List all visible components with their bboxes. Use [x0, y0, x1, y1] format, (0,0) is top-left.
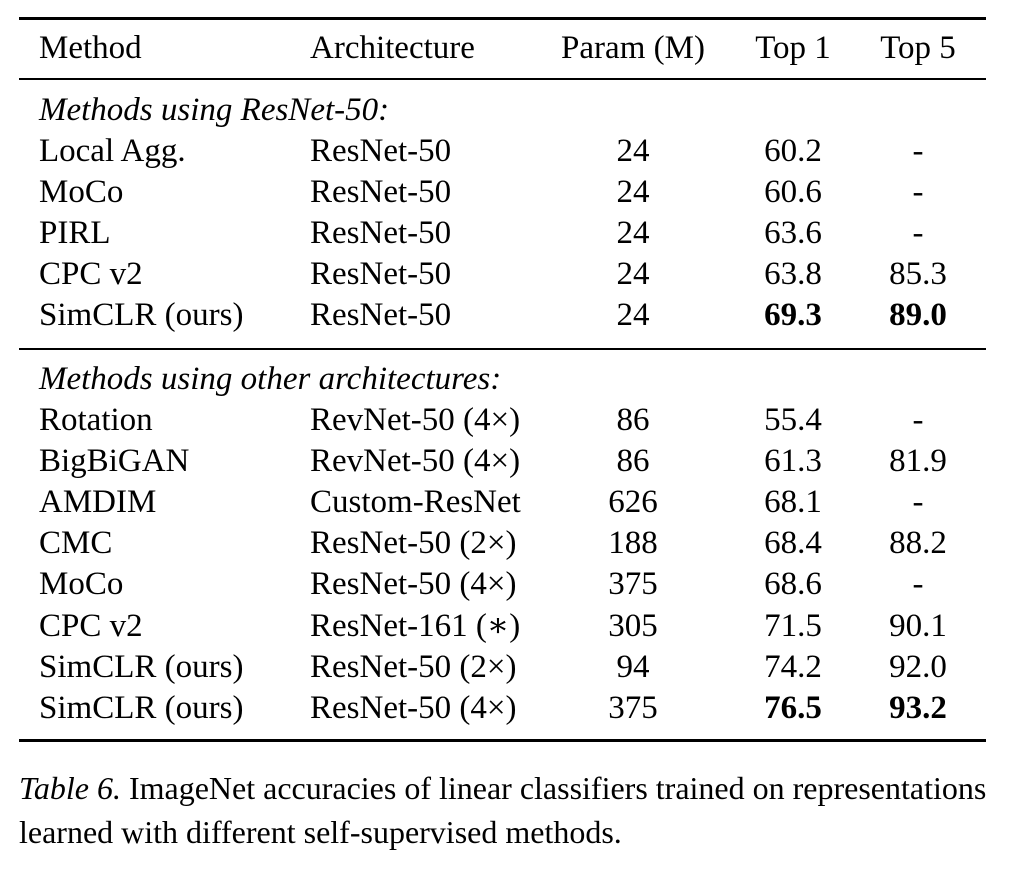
cell-architecture: ResNet-50 (2×) [310, 648, 517, 685]
cell-architecture: ResNet-50 [310, 133, 452, 169]
cell-method: SimCLR (ours) [39, 297, 244, 334]
cell-architecture: RevNet-50 (4×) [310, 443, 521, 480]
header-top5: Top 5 [880, 30, 956, 66]
cell-method: SimCLR (ours) [39, 648, 244, 685]
cell-top1: 69.3 [764, 297, 822, 334]
cell-method: MoCo [39, 174, 124, 211]
cell-method: AMDIM [39, 484, 157, 521]
cell-method: Local Agg. [39, 133, 186, 169]
cell-top1: 60.6 [764, 174, 822, 211]
cell-top5: 88.2 [889, 525, 947, 562]
cell-method: SimCLR (ours) [39, 689, 244, 726]
cell-param: 24 [616, 174, 650, 211]
cell-top5: - [912, 402, 924, 438]
bottom-rule [19, 739, 986, 742]
cell-top5: - [912, 566, 924, 603]
caption-label: Table 6. [19, 770, 121, 806]
cell-top5: - [912, 174, 924, 211]
cell-param: 86 [616, 443, 650, 480]
cell-architecture: ResNet-50 [310, 256, 452, 293]
cell-top5: 92.0 [889, 648, 947, 685]
cell-top1: 68.1 [764, 484, 822, 521]
cell-method: CPC v2 [39, 607, 143, 644]
cell-top1: 60.2 [764, 133, 822, 169]
cell-method: MoCo [39, 566, 124, 603]
cell-param: 86 [616, 402, 650, 438]
cell-top1: 74.2 [764, 648, 822, 685]
cell-architecture: ResNet-50 [310, 215, 452, 252]
top-rule [19, 17, 986, 20]
header-method: Method [39, 30, 142, 66]
section-divider [19, 348, 986, 350]
section-title: Methods using ResNet-50: [39, 92, 390, 128]
cell-architecture: RevNet-50 (4×) [310, 402, 521, 438]
cell-top5: 89.0 [889, 297, 947, 334]
cell-top1: 61.3 [764, 443, 822, 480]
cell-top1: 55.4 [764, 402, 822, 438]
table-caption: Table 6. ImageNet accuracies of linear c… [19, 766, 991, 854]
section-title: Methods using other architectures: [39, 361, 502, 397]
cell-param: 24 [616, 215, 650, 252]
header-param: Param (M) [561, 30, 705, 66]
cell-top5: - [912, 484, 924, 521]
cell-top5: 81.9 [889, 443, 947, 480]
cell-param: 94 [616, 648, 650, 685]
cell-method: CMC [39, 525, 113, 562]
cell-architecture: ResNet-50 (2×) [310, 525, 517, 562]
cell-param: 24 [616, 297, 650, 334]
cell-top5: 93.2 [889, 689, 947, 726]
cell-method: Rotation [39, 402, 153, 438]
cell-param: 24 [616, 133, 650, 169]
cell-method: CPC v2 [39, 256, 143, 293]
cell-param: 375 [608, 566, 658, 603]
cell-top1: 63.8 [764, 256, 822, 293]
header-top1: Top 1 [755, 30, 831, 66]
cell-method: PIRL [39, 215, 111, 252]
cell-top5: - [912, 133, 924, 169]
cell-top1: 71.5 [764, 607, 822, 644]
cell-param: 305 [608, 607, 658, 644]
caption-text: ImageNet accuracies of linear classifier… [19, 770, 987, 850]
cell-param: 375 [608, 689, 658, 726]
cell-top5: - [912, 215, 924, 252]
cell-architecture: ResNet-50 [310, 174, 452, 211]
cell-top1: 63.6 [764, 215, 822, 252]
cell-architecture: Custom-ResNet [310, 484, 521, 521]
cell-param: 626 [608, 484, 658, 521]
cell-top5: 85.3 [889, 256, 947, 293]
cell-architecture: ResNet-50 (4×) [310, 566, 517, 603]
cell-top5: 90.1 [889, 607, 947, 644]
cell-architecture: ResNet-161 (∗) [310, 607, 521, 644]
cell-top1: 68.6 [764, 566, 822, 603]
cell-method: BigBiGAN [39, 443, 190, 480]
header-rule [19, 78, 986, 80]
cell-top1: 76.5 [764, 689, 822, 726]
cell-architecture: ResNet-50 (4×) [310, 689, 517, 726]
cell-param: 24 [616, 256, 650, 293]
cell-top1: 68.4 [764, 525, 822, 562]
cell-architecture: ResNet-50 [310, 297, 452, 334]
cell-param: 188 [608, 525, 658, 562]
header-architecture: Architecture [310, 30, 475, 66]
